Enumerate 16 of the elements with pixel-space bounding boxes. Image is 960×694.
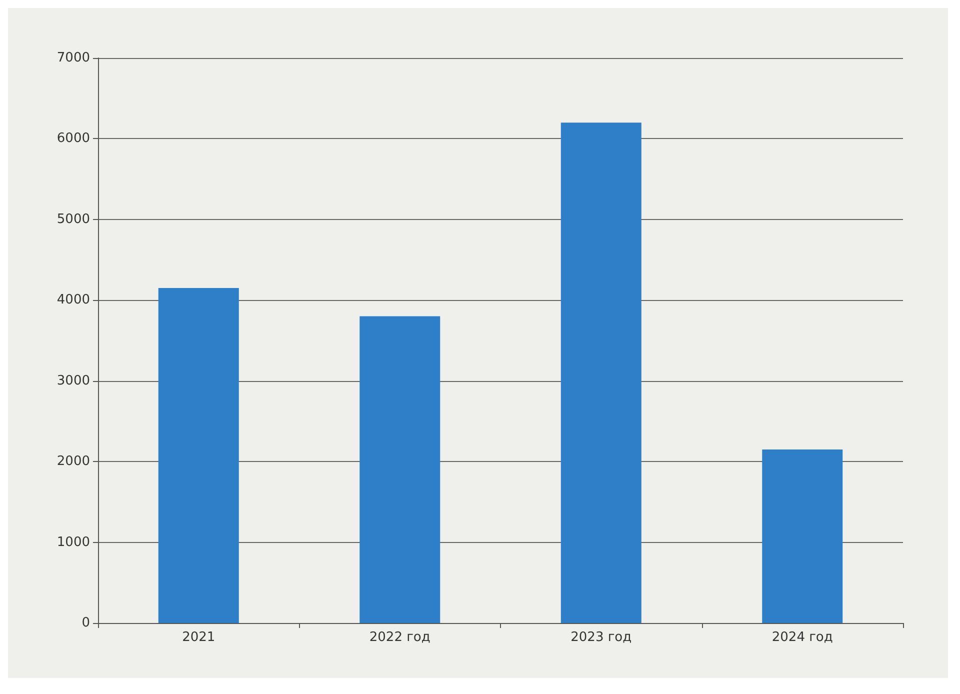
y-tick-label: 0 [82,616,90,630]
bar [360,316,440,623]
y-tick-label: 5000 [56,212,90,227]
x-tick-label: 2022 год [369,630,430,645]
y-tick-label: 7000 [56,50,90,66]
x-tick-label: 2023 год [570,630,632,645]
x-tick-label: 2024 год [772,630,833,645]
y-tick-label: 1000 [56,534,90,550]
y-tick-label: 2000 [56,454,90,470]
bar [158,288,239,623]
x-tick-label: 2021 [182,630,216,645]
y-tick-label: 3000 [56,373,90,388]
y-tick-label: 6000 [56,131,90,146]
bar [560,122,642,623]
y-tick-label: 4000 [56,292,90,308]
bar [762,449,843,623]
